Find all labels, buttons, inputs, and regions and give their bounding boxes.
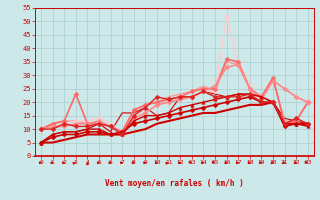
X-axis label: Vent moyen/en rafales ( km/h ): Vent moyen/en rafales ( km/h ) (105, 179, 244, 188)
